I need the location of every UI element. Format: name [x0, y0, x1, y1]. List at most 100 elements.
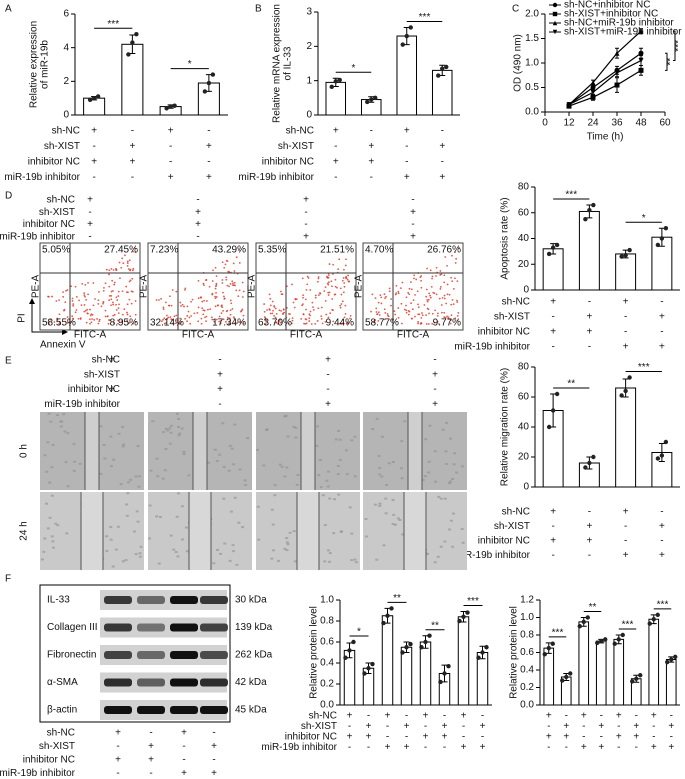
condition-mark: + — [168, 172, 174, 183]
flow-y-label: PI — [17, 313, 28, 322]
x-axis-label: Time (h) — [587, 132, 624, 143]
flow-event — [134, 300, 137, 302]
flow-event — [74, 311, 77, 314]
condition-mark: + — [129, 141, 135, 152]
condition-mark: - — [551, 312, 554, 323]
condition-mark: - — [462, 721, 465, 732]
cell-texture — [285, 466, 289, 469]
flow-event — [451, 280, 454, 283]
cell-texture — [237, 521, 241, 524]
flow-event — [438, 297, 441, 300]
flow-event — [428, 292, 431, 295]
condition-mark: - — [411, 219, 414, 230]
flow-event — [66, 316, 69, 318]
cell-texture — [273, 494, 277, 497]
data-point — [329, 84, 334, 90]
y-tick-label: 0.0 — [520, 700, 534, 711]
condition-mark: - — [481, 732, 484, 743]
flow-event — [162, 306, 165, 309]
data-point — [366, 666, 371, 671]
cell-texture — [294, 436, 298, 439]
flow-event — [179, 301, 182, 304]
condition-label: miR-19b inhibitor — [261, 742, 337, 753]
data-point — [381, 620, 386, 626]
blot-band — [104, 596, 132, 604]
flow-event — [160, 297, 162, 300]
flow-event — [388, 287, 391, 290]
flow-event — [202, 309, 205, 312]
cell-texture — [451, 478, 455, 481]
condition-mark: - — [116, 741, 119, 752]
flow-event — [94, 298, 96, 300]
flow-event — [180, 305, 182, 307]
flow-event — [408, 287, 411, 290]
flow-event — [221, 306, 224, 309]
flow-event — [219, 322, 222, 325]
flow-event — [454, 317, 457, 320]
flow-event — [187, 310, 190, 313]
wound-gap — [193, 412, 207, 490]
condition-mark: + — [347, 711, 353, 722]
wound-gap — [404, 492, 426, 570]
condition-mark: + — [586, 521, 592, 532]
y-tick-label: 0.4 — [520, 665, 534, 676]
flow-event — [384, 297, 386, 300]
wound-gap — [85, 412, 99, 490]
flow-event — [109, 319, 111, 322]
data-point — [546, 645, 551, 651]
cell-texture — [227, 469, 231, 472]
cell-texture — [293, 560, 297, 563]
flow-event — [231, 280, 234, 283]
flow-event — [346, 278, 349, 281]
flow-event — [309, 314, 312, 317]
flow-event — [347, 322, 350, 325]
cell-texture — [437, 495, 441, 498]
flow-event — [205, 320, 207, 323]
cell-texture — [285, 549, 289, 552]
y-axis-label: Relative protein level — [309, 606, 320, 699]
data-point — [638, 673, 643, 678]
flow-event — [121, 313, 124, 316]
flow-event — [120, 320, 123, 323]
flow-event — [90, 313, 93, 316]
flow-event — [235, 256, 238, 259]
y-axis-label: Relative protein level — [509, 606, 520, 699]
cell-texture — [243, 479, 247, 482]
cell-texture — [384, 497, 388, 500]
cell-texture — [56, 414, 60, 417]
flow-event — [184, 317, 187, 320]
wound-gap — [301, 412, 315, 490]
flow-event — [70, 285, 73, 288]
flow-event — [214, 297, 217, 300]
flow-event — [62, 291, 64, 294]
flow-event — [447, 316, 450, 319]
flow-event — [454, 262, 457, 264]
cell-texture — [337, 493, 341, 496]
flow-event — [332, 273, 334, 275]
flow-event — [339, 306, 342, 309]
flow-event — [344, 312, 347, 315]
flow-event — [220, 312, 223, 315]
data-point — [583, 216, 588, 222]
bar — [400, 646, 413, 706]
cell-texture — [177, 492, 181, 495]
cell-texture — [172, 548, 176, 551]
flow-event — [411, 308, 414, 311]
flow-event — [205, 300, 208, 302]
flow-event — [447, 318, 450, 320]
flow-event — [380, 296, 383, 299]
condition-mark: - — [588, 550, 591, 561]
condition-mark: - — [660, 507, 663, 518]
data-point — [337, 77, 342, 83]
cell-texture — [334, 438, 338, 441]
flow-event — [107, 322, 110, 325]
data-point — [444, 64, 449, 70]
flow-event — [439, 286, 442, 288]
flow-event — [418, 313, 421, 316]
cell-texture — [332, 532, 336, 535]
condition-label: sh-NC — [52, 126, 80, 137]
flow-event — [371, 293, 374, 296]
condition-label: sh-XIST — [39, 741, 75, 752]
condition-mark: - — [670, 732, 673, 743]
flow-event — [374, 297, 377, 300]
